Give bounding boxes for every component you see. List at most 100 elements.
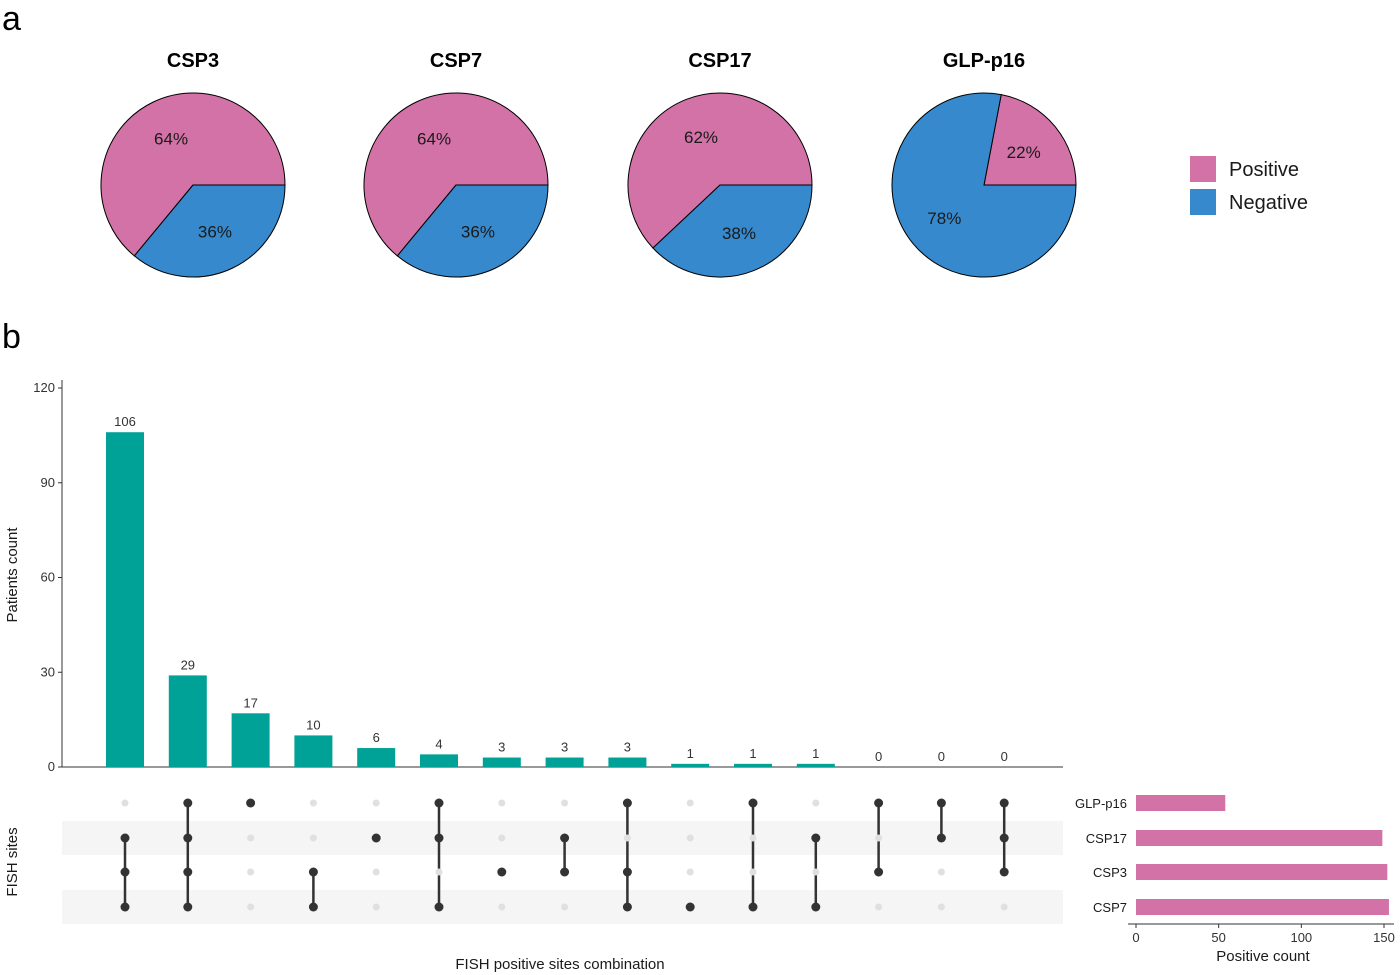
pie-slice-negative bbox=[891, 92, 1077, 278]
matrix-dot-inactive bbox=[309, 799, 317, 807]
matrix-dot-inactive bbox=[749, 868, 757, 876]
matrix-dot-active bbox=[371, 833, 381, 843]
matrix-dot-inactive bbox=[498, 834, 506, 842]
set-size-bar bbox=[1136, 864, 1388, 880]
matrix-dot-inactive bbox=[561, 903, 569, 911]
matrix-dot-active bbox=[748, 902, 758, 912]
intersection-bar-label: 3 bbox=[624, 740, 631, 755]
matrix-dot-inactive bbox=[1000, 903, 1008, 911]
legend-swatch-positive bbox=[1190, 156, 1216, 182]
matrix-dot-active bbox=[308, 867, 318, 877]
matrix-dot-active bbox=[874, 867, 884, 877]
intersection-bar bbox=[734, 763, 772, 767]
matrix-dot-active bbox=[120, 867, 130, 877]
y-tick-label: 120 bbox=[33, 380, 55, 395]
matrix-dot-active bbox=[622, 867, 632, 877]
intersection-bar-label: 3 bbox=[498, 740, 505, 755]
matrix-axis-title: FISH sites bbox=[4, 827, 21, 896]
pie-slice-positive bbox=[100, 92, 286, 257]
matrix-dot-active bbox=[434, 833, 444, 843]
intersection-bar bbox=[796, 763, 835, 767]
matrix-dot-active bbox=[936, 833, 946, 843]
matrix-dot-active bbox=[622, 902, 632, 912]
set-label: CSP3 bbox=[1093, 865, 1127, 880]
matrix-dot-inactive bbox=[247, 868, 255, 876]
intersection-bar-label: 10 bbox=[306, 717, 320, 732]
intersection-bar-label: 1 bbox=[812, 746, 819, 761]
matrix-dot-inactive bbox=[749, 834, 757, 842]
legend-label-positive: Positive bbox=[1229, 159, 1299, 181]
matrix-dot-active bbox=[811, 833, 821, 843]
matrix-dot-inactive bbox=[812, 799, 820, 807]
pie-csp7: CSP7 64% 36% bbox=[363, 50, 549, 278]
legend-swatch-negative bbox=[1190, 189, 1216, 215]
pie-slice-label: 36% bbox=[461, 223, 495, 242]
matrix-dot-active bbox=[183, 867, 193, 877]
intersection-bar bbox=[420, 754, 458, 767]
matrix-dot-inactive bbox=[309, 834, 317, 842]
set-x-tick-label: 100 bbox=[1290, 930, 1312, 945]
pie-slice-label: 38% bbox=[722, 224, 756, 243]
matrix-dot-inactive bbox=[875, 903, 883, 911]
pie-slice-positive bbox=[363, 92, 549, 257]
matrix-dot-inactive bbox=[686, 799, 694, 807]
matrix-dot-inactive bbox=[247, 903, 255, 911]
y-axis-title: Patients count bbox=[4, 527, 21, 623]
intersection-bar bbox=[671, 763, 710, 767]
pie-slice-positive bbox=[983, 94, 1077, 186]
set-x-tick-label: 50 bbox=[1211, 930, 1225, 945]
intersection-bar bbox=[294, 735, 333, 767]
matrix-dot-active bbox=[183, 833, 193, 843]
y-tick-label: 30 bbox=[41, 664, 55, 679]
pie-slice-label: 36% bbox=[198, 223, 232, 242]
matrix-dot-active bbox=[183, 798, 193, 808]
x-axis-title: FISH positive sites combination bbox=[455, 956, 664, 973]
matrix-dot-inactive bbox=[875, 834, 883, 842]
pie-charts: CSP3 64% 36% CSP7 64% 36% CSP17 62% 38% GLP-p16 22… bbox=[100, 50, 1077, 278]
matrix-dot-inactive bbox=[812, 868, 820, 876]
matrix-dot-inactive bbox=[686, 868, 694, 876]
panel-letter-b: b bbox=[2, 318, 21, 356]
intersection-bar bbox=[545, 757, 584, 767]
set-x-axis-title: Positive count bbox=[1216, 948, 1310, 965]
matrix-dot-inactive bbox=[372, 868, 380, 876]
y-tick-label: 90 bbox=[41, 475, 55, 490]
matrix-dot-inactive bbox=[623, 834, 631, 842]
intersection-bar-label: 4 bbox=[435, 736, 442, 751]
matrix-dot-active bbox=[999, 833, 1009, 843]
y-tick-label: 0 bbox=[48, 759, 55, 774]
pie-glp-p16: GLP-p16 22% 78% bbox=[891, 50, 1077, 278]
intersection-bar-label: 0 bbox=[875, 749, 882, 764]
pie-legend: Positive Negative bbox=[1190, 156, 1308, 215]
matrix-dot-active bbox=[999, 798, 1009, 808]
intersection-bar-label: 6 bbox=[373, 730, 380, 745]
pie-title: CSP17 bbox=[688, 50, 751, 72]
intersection-bar bbox=[168, 675, 207, 767]
pie-title: CSP7 bbox=[430, 50, 482, 72]
matrix-dot-active bbox=[874, 798, 884, 808]
matrix-dot-active bbox=[999, 867, 1009, 877]
matrix-dot-inactive bbox=[686, 834, 694, 842]
pie-slice-label: 64% bbox=[417, 129, 451, 148]
pie-title: GLP-p16 bbox=[943, 50, 1025, 72]
matrix-dot-active bbox=[748, 798, 758, 808]
intersection-bar-label: 29 bbox=[181, 657, 195, 672]
intersection-bar-label: 3 bbox=[561, 740, 568, 755]
matrix-dot-inactive bbox=[372, 799, 380, 807]
set-x-tick-label: 150 bbox=[1373, 930, 1395, 945]
set-size-bar bbox=[1136, 795, 1226, 811]
pie-slice-label: 78% bbox=[927, 209, 961, 228]
pie-slice-negative bbox=[396, 184, 549, 278]
matrix-dot-inactive bbox=[937, 868, 945, 876]
legend-label-negative: Negative bbox=[1229, 192, 1308, 214]
matrix-dot-active bbox=[434, 902, 444, 912]
matrix-dot-active bbox=[560, 867, 570, 877]
matrix-dot-inactive bbox=[372, 903, 380, 911]
pie-csp17: CSP17 62% 38% bbox=[627, 50, 813, 278]
panel-letter-a: a bbox=[2, 0, 21, 38]
set-size-bar bbox=[1136, 830, 1383, 846]
intersection-bar-label: 17 bbox=[243, 695, 257, 710]
intersection-bar-label: 1 bbox=[749, 746, 756, 761]
